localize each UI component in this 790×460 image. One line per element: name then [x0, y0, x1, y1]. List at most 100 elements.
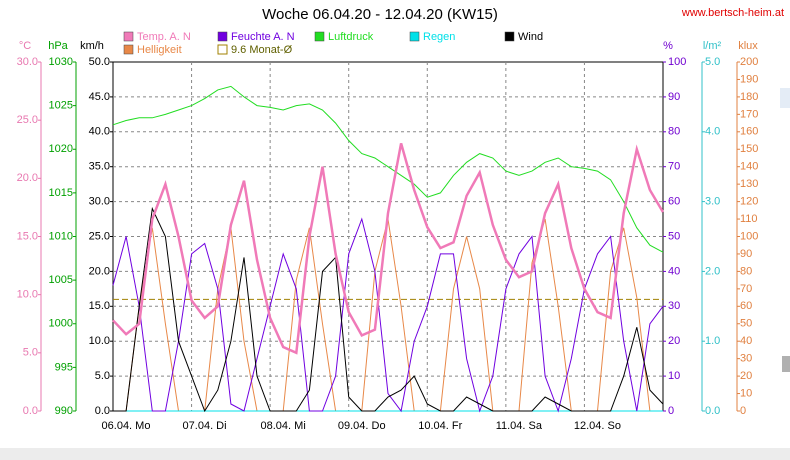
- source-link[interactable]: www.bertsch-heim.at: [681, 7, 784, 19]
- y-tick-label: 995: [55, 361, 73, 373]
- y-tick-label: 15.0: [17, 230, 38, 242]
- y-tick-label: 10: [668, 370, 680, 382]
- y-tick-label: 0: [668, 405, 674, 417]
- y-tick-label: 50.0: [89, 56, 110, 68]
- series-line: [113, 206, 664, 413]
- legend-swatch: [314, 31, 325, 42]
- y-tick-label: 60: [740, 300, 752, 312]
- x-tick-label: 11.04. Sa: [496, 420, 543, 432]
- y-tick-label: 0.0: [705, 405, 720, 417]
- y-tick-label: 200: [740, 56, 758, 68]
- y-tick-label: 20.0: [89, 265, 110, 277]
- x-tick-label: 06.04. Mo: [102, 420, 151, 432]
- y-tick-label: 100: [668, 56, 686, 68]
- y-tick-label: 30.0: [17, 56, 38, 68]
- axis-unit: °C: [19, 40, 31, 52]
- y-tick-label: 160: [740, 126, 758, 138]
- legend-label: Luftdruck: [328, 31, 374, 43]
- legend-label: Feuchte A. N: [231, 31, 295, 43]
- y-tick-label: 80: [668, 126, 680, 138]
- y-tick-label: 1.0: [705, 335, 720, 347]
- y-tick-label: 120: [740, 196, 758, 208]
- axis-unit: l/m²: [703, 40, 722, 52]
- axis-unit: km/h: [80, 40, 104, 52]
- y-tick-label: 25.0: [17, 114, 38, 126]
- series-line: [112, 217, 664, 413]
- y-tick-label: 100: [740, 230, 758, 242]
- y-tick-label: 110: [740, 213, 758, 225]
- legend-label: Regen: [423, 31, 455, 43]
- plot-area: [112, 61, 664, 412]
- y-tick-label: 20: [668, 335, 680, 347]
- y-tick-label: 130: [740, 178, 758, 190]
- y-tick-label: 140: [740, 161, 758, 173]
- x-tick-label: 12.04. So: [574, 420, 621, 432]
- y-tick-label: 170: [740, 108, 758, 120]
- legend-swatch: [217, 44, 228, 55]
- y-tick-label: 150: [740, 143, 758, 155]
- y-tick-label: 40.0: [89, 126, 110, 138]
- scroll-marker[interactable]: [782, 356, 790, 372]
- axis-unit: hPa: [48, 40, 68, 52]
- status-bar: [0, 448, 790, 460]
- legend-label: Wind: [518, 31, 543, 43]
- legend-label: 9.6 Monat-Ø: [231, 44, 293, 56]
- scroll-marker[interactable]: [780, 88, 790, 108]
- axis-unit: %: [663, 40, 673, 52]
- legend-swatch: [123, 31, 134, 42]
- y-tick-label: 80: [740, 265, 752, 277]
- series-line: [112, 85, 664, 253]
- y-tick-label: 20.0: [17, 172, 38, 184]
- y-tick-label: 90: [668, 91, 680, 103]
- y-tick-label: 90: [740, 248, 752, 260]
- series-line: [112, 143, 665, 355]
- y-tick-label: 5.0: [95, 370, 110, 382]
- y-tick-label: 180: [740, 91, 758, 103]
- y-tick-label: 30: [740, 353, 752, 365]
- y-tick-label: 70: [740, 283, 752, 295]
- y-tick-label: 30: [668, 300, 680, 312]
- y-tick-label: 1015: [49, 187, 73, 199]
- y-tick-label: 5.0: [705, 56, 720, 68]
- y-tick-label: 15.0: [89, 300, 110, 312]
- y-tick-label: 50: [668, 230, 680, 242]
- legend-label: Temp. A. N: [137, 31, 191, 43]
- x-tick-label: 07.04. Di: [183, 420, 227, 432]
- y-tick-label: 190: [740, 73, 758, 85]
- axis-unit: klux: [738, 40, 758, 52]
- legend-swatch: [217, 31, 228, 42]
- x-tick-label: 08.04. Mi: [261, 420, 306, 432]
- y-tick-label: 30.0: [89, 196, 110, 208]
- y-tick-label: 990: [55, 405, 73, 417]
- y-tick-label: 1030: [49, 56, 73, 68]
- y-tick-label: 10.0: [17, 289, 38, 301]
- legend-swatch: [123, 44, 134, 55]
- y-tick-label: 2.0: [705, 265, 720, 277]
- y-tick-label: 10.0: [89, 335, 110, 347]
- y-tick-label: 1010: [49, 230, 73, 242]
- chart-title: Woche 06.04.20 - 12.04.20 (KW15): [262, 6, 498, 23]
- y-tick-label: 50: [740, 318, 752, 330]
- y-tick-label: 70: [668, 161, 680, 173]
- y-tick-label: 0.0: [95, 405, 110, 417]
- legend-swatch: [504, 31, 515, 42]
- y-tick-label: 3.0: [705, 196, 720, 208]
- y-tick-label: 0.0: [23, 405, 38, 417]
- legend-swatch: [409, 31, 420, 42]
- legend-label: Helligkeit: [137, 44, 182, 56]
- y-tick-label: 5.0: [23, 347, 38, 359]
- y-tick-label: 4.0: [705, 126, 720, 138]
- y-tick-label: 60: [668, 196, 680, 208]
- y-tick-label: 35.0: [89, 161, 110, 173]
- y-tick-label: 1025: [49, 100, 73, 112]
- y-tick-label: 1005: [49, 274, 73, 286]
- x-tick-label: 10.04. Fr: [418, 420, 462, 432]
- x-tick-label: 09.04. Do: [338, 420, 386, 432]
- y-tick-label: 40: [740, 335, 752, 347]
- y-tick-label: 1020: [49, 143, 73, 155]
- y-tick-label: 40: [668, 265, 680, 277]
- y-tick-label: 10: [740, 387, 752, 399]
- y-tick-label: 25.0: [89, 230, 110, 242]
- y-tick-label: 0: [740, 405, 746, 417]
